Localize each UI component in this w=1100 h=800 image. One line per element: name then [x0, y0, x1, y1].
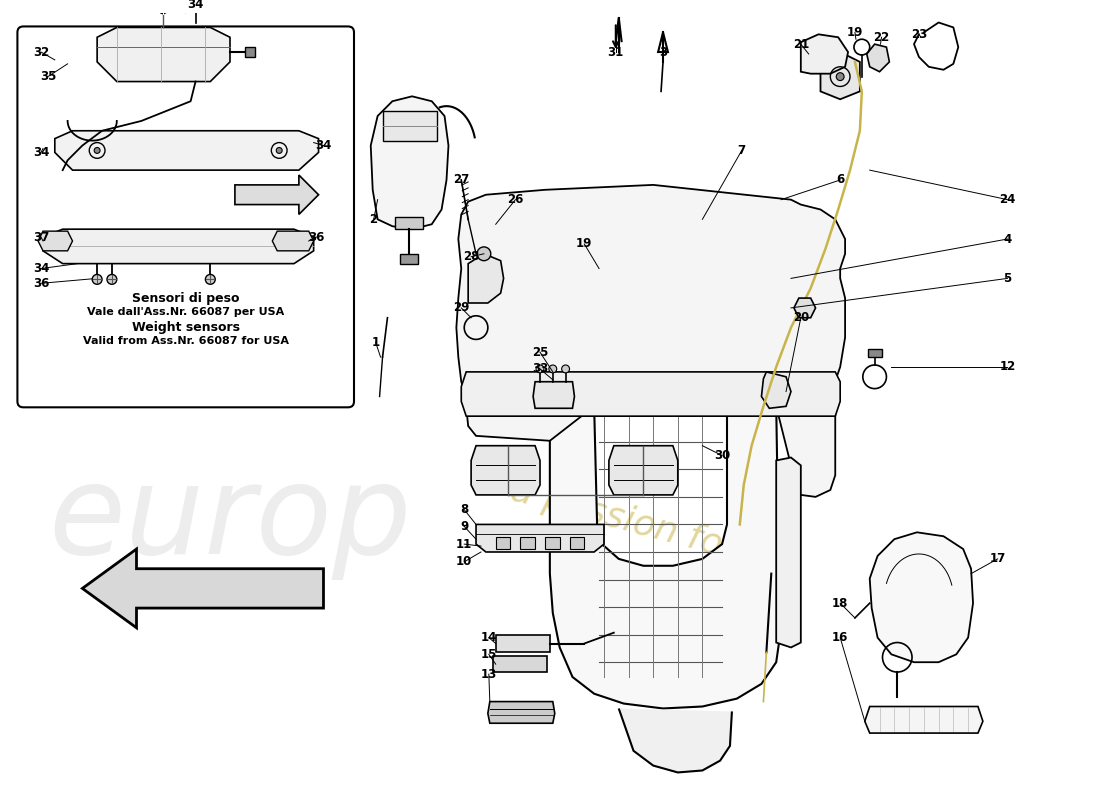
Polygon shape	[801, 34, 848, 74]
Text: 10: 10	[456, 555, 472, 568]
Polygon shape	[469, 254, 504, 303]
Text: 36: 36	[308, 230, 324, 243]
Polygon shape	[761, 372, 791, 408]
Circle shape	[477, 247, 491, 261]
Bar	[395, 218, 422, 229]
Text: 17: 17	[990, 552, 1005, 566]
Text: europ: europ	[48, 459, 411, 580]
Text: 8: 8	[460, 503, 469, 516]
Circle shape	[95, 147, 100, 154]
Circle shape	[536, 365, 543, 373]
Bar	[493, 656, 547, 672]
Text: 19: 19	[847, 26, 864, 39]
Polygon shape	[777, 458, 801, 647]
Text: 6: 6	[836, 174, 845, 186]
Text: 23: 23	[911, 28, 927, 41]
Bar	[383, 111, 437, 141]
Text: 26: 26	[507, 193, 524, 206]
Text: 29: 29	[453, 302, 470, 314]
Text: 21: 21	[793, 38, 808, 50]
FancyBboxPatch shape	[18, 26, 354, 407]
Text: 14: 14	[481, 631, 497, 644]
Polygon shape	[865, 706, 983, 733]
Text: 33: 33	[532, 362, 548, 375]
Text: 1: 1	[372, 336, 379, 349]
Bar	[496, 634, 550, 652]
Text: 16: 16	[832, 631, 848, 644]
Circle shape	[107, 274, 117, 284]
Text: 13: 13	[481, 667, 497, 681]
Text: 9: 9	[460, 520, 469, 533]
Text: a passion for: a passion for	[507, 473, 740, 566]
Text: Weight sensors: Weight sensors	[132, 321, 240, 334]
Text: 35: 35	[40, 70, 56, 83]
Polygon shape	[371, 96, 449, 229]
Polygon shape	[471, 446, 540, 495]
Polygon shape	[39, 231, 73, 251]
Circle shape	[92, 274, 102, 284]
Polygon shape	[273, 231, 314, 251]
Bar	[400, 254, 418, 264]
Text: 28: 28	[463, 250, 480, 263]
Polygon shape	[235, 175, 319, 214]
Text: 24: 24	[999, 193, 1015, 206]
Circle shape	[276, 147, 283, 154]
Polygon shape	[43, 229, 313, 264]
Text: Vale dall'Ass.Nr. 66087 per USA: Vale dall'Ass.Nr. 66087 per USA	[87, 307, 284, 317]
Circle shape	[836, 73, 844, 81]
Circle shape	[562, 365, 570, 373]
Text: 20: 20	[793, 311, 808, 324]
Text: 31: 31	[607, 46, 624, 58]
Polygon shape	[476, 525, 604, 552]
Bar	[868, 350, 881, 357]
Text: 3: 3	[659, 46, 667, 58]
Text: 11: 11	[456, 538, 472, 550]
Circle shape	[549, 365, 557, 373]
Text: Sensori di peso: Sensori di peso	[132, 291, 240, 305]
Polygon shape	[609, 446, 678, 495]
Text: 25: 25	[531, 346, 548, 358]
Text: 34: 34	[33, 262, 50, 275]
Bar	[245, 47, 254, 57]
Text: 19: 19	[576, 238, 593, 250]
Bar	[520, 538, 535, 549]
Polygon shape	[97, 27, 230, 82]
Circle shape	[206, 274, 216, 284]
Text: 27: 27	[453, 174, 470, 186]
Polygon shape	[618, 709, 732, 773]
Text: 7: 7	[738, 144, 746, 157]
Bar	[570, 538, 584, 549]
Text: 2: 2	[370, 213, 377, 226]
Polygon shape	[821, 52, 860, 99]
Polygon shape	[456, 185, 845, 497]
Text: 4: 4	[1003, 233, 1012, 246]
Polygon shape	[461, 372, 840, 416]
Bar	[496, 538, 510, 549]
Text: 18: 18	[832, 597, 848, 610]
Polygon shape	[794, 298, 815, 318]
Polygon shape	[55, 130, 319, 170]
Polygon shape	[870, 532, 974, 662]
Text: 34: 34	[187, 0, 204, 11]
Polygon shape	[82, 549, 323, 628]
Circle shape	[160, 6, 167, 14]
Text: 5: 5	[1003, 272, 1012, 285]
Text: 15: 15	[481, 648, 497, 661]
Polygon shape	[550, 385, 781, 709]
Text: 34: 34	[33, 146, 50, 159]
Text: 37: 37	[33, 230, 50, 243]
Circle shape	[190, 0, 200, 10]
Text: Valid from Ass.Nr. 66087 for USA: Valid from Ass.Nr. 66087 for USA	[82, 336, 288, 346]
Text: 36: 36	[33, 277, 50, 290]
Polygon shape	[534, 382, 574, 408]
Polygon shape	[487, 702, 554, 723]
Text: 32: 32	[33, 46, 50, 58]
Polygon shape	[867, 44, 890, 72]
Text: 34: 34	[316, 139, 332, 152]
Text: 30: 30	[714, 449, 730, 462]
Text: 12: 12	[1000, 361, 1015, 374]
Text: 22: 22	[873, 30, 890, 44]
Bar	[544, 538, 560, 549]
